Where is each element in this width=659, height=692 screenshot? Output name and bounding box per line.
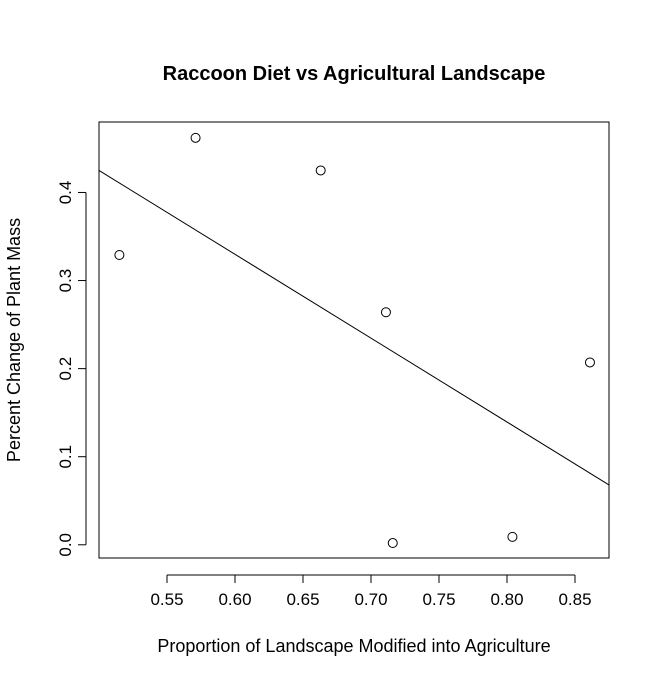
x-tick-label: 0.85 [558,590,591,609]
x-axis: 0.55 0.60 0.65 0.70 0.75 0.80 0.85 [150,574,592,609]
y-tick-label: 0.4 [56,181,75,205]
y-tick-label: 0.2 [56,357,75,381]
y-tick-label: 0.1 [56,445,75,469]
data-point [584,357,595,368]
y-axis-label: Percent Change of Plant Mass [4,218,24,462]
x-tick-label: 0.65 [286,590,319,609]
y-tick-label: 0.0 [56,533,75,557]
x-tick-label: 0.75 [422,590,455,609]
x-axis-label: Proportion of Landscape Modified into Ag… [157,636,550,656]
x-tick-label: 0.55 [150,590,183,609]
y-axis: 0.0 0.1 0.2 0.3 0.4 [56,181,87,557]
y-tick-label: 0.3 [56,269,75,293]
plot-frame [98,121,610,559]
data-point [380,307,391,318]
regression-line-group [98,170,610,486]
regression-line [98,170,610,486]
x-tick-label: 0.60 [218,590,251,609]
data-point [114,250,125,261]
x-tick-label: 0.70 [354,590,387,609]
data-points [114,132,595,549]
data-point [507,531,518,542]
data-point [315,165,326,176]
data-point [387,538,398,549]
x-tick-label: 0.80 [490,590,523,609]
data-point [190,132,201,143]
chart-title: Raccoon Diet vs Agricultural Landscape [163,63,546,85]
